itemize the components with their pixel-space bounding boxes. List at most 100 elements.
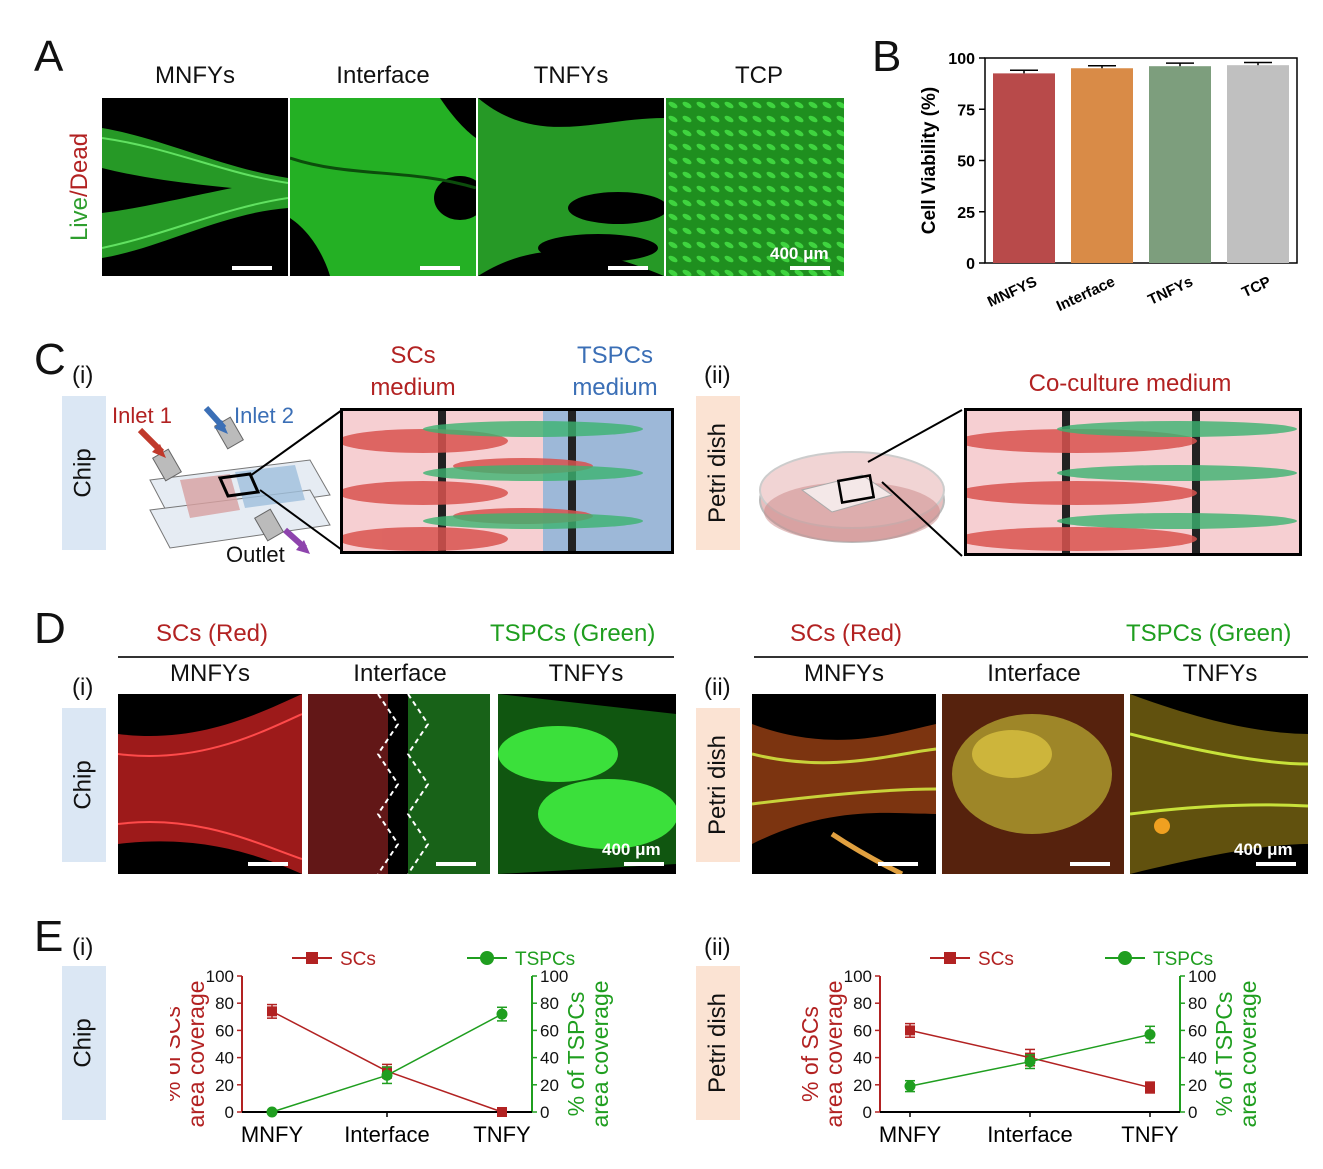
panelE-chip-box: Chip bbox=[62, 966, 106, 1120]
scale-bar bbox=[608, 266, 648, 270]
panelD-ii-rule bbox=[754, 656, 1308, 658]
panelA-ylabel: Live/Dead bbox=[60, 98, 100, 276]
legend-marker bbox=[480, 951, 494, 965]
x-tick-label: Interface bbox=[344, 1122, 430, 1147]
inlet2-label: Inlet 2 bbox=[234, 403, 294, 428]
scale-bar bbox=[1070, 862, 1110, 866]
panelD-ii-tspcs-green: TSPCs (Green) bbox=[1126, 620, 1292, 647]
panelD-i-image-interface bbox=[308, 694, 490, 874]
scale-bar bbox=[232, 266, 272, 270]
data-point bbox=[266, 1106, 278, 1118]
panelE-i-label: (i) bbox=[72, 934, 94, 961]
panelD-chip-box: Chip bbox=[62, 708, 106, 862]
panelD-i-image-mnfys bbox=[118, 694, 302, 874]
panelD-chip-label: Chip bbox=[70, 760, 98, 810]
panelE-ii-label: (ii) bbox=[704, 934, 731, 961]
legend-label: SCs bbox=[978, 949, 1014, 970]
scale-bar bbox=[878, 862, 918, 866]
y-tick-label: 100 bbox=[948, 51, 975, 68]
panelD-i-label: (i) bbox=[72, 674, 94, 701]
left-tick-label: 80 bbox=[853, 994, 872, 1013]
zoom-lines-i bbox=[249, 409, 343, 551]
data-point bbox=[267, 1006, 277, 1017]
left-axis-label-line2: area coverage bbox=[183, 980, 209, 1127]
x-tick-label: MNFY bbox=[879, 1122, 942, 1147]
scs-medium-line2: medium bbox=[370, 374, 456, 401]
petri-dish-illustration bbox=[752, 420, 972, 565]
chart-e-i: 0 0 20 20 40 40 60 60 80 80 100 100 MNFY Interface TNF… bbox=[170, 949, 613, 1147]
left-tick-label: 0 bbox=[863, 1103, 872, 1122]
panelD-i-tspcs-green: TSPCs (Green) bbox=[490, 620, 656, 647]
x-tick-label: Interface bbox=[1054, 273, 1118, 315]
chart-e-ii: 0 0 20 20 40 40 60 60 80 80 100 100 MNFY Interface TNF… bbox=[797, 949, 1261, 1147]
left-tick-label: 20 bbox=[215, 1076, 234, 1095]
panelD-i-image-tnfys: 400 μm bbox=[498, 694, 676, 874]
left-tick-label: 60 bbox=[853, 1021, 872, 1040]
panelE-chip-label: Chip bbox=[70, 1018, 98, 1068]
panelD-i-col-interface: Interface bbox=[353, 660, 447, 687]
panel-letter-a: A bbox=[34, 32, 64, 81]
right-tick-label: 20 bbox=[540, 1076, 559, 1095]
tspcs-medium-line2: medium bbox=[572, 374, 658, 401]
right-tick-label: 0 bbox=[1188, 1103, 1197, 1122]
data-point bbox=[381, 1069, 393, 1081]
legend-marker bbox=[306, 952, 318, 964]
scale-bar bbox=[1256, 862, 1296, 866]
panelD-ii-scs-red: SCs (Red) bbox=[790, 620, 903, 647]
panelD-i-scs-red: SCs (Red) bbox=[156, 620, 269, 647]
x-tick-label: Interface bbox=[987, 1122, 1073, 1147]
coculture-label: Co-culture medium bbox=[1028, 370, 1232, 397]
x-tick-label: MNFYS bbox=[985, 273, 1040, 311]
legend-label: TSPCs bbox=[515, 949, 575, 970]
chart-b: 0 25 50 75 100 Cell Viability (%) MNFYS Interfa… bbox=[919, 51, 1298, 315]
left-tick-label: 40 bbox=[215, 1049, 234, 1068]
scale-bar bbox=[248, 862, 288, 866]
left-tick-label: 40 bbox=[853, 1049, 872, 1068]
panelD-ii-label: (ii) bbox=[704, 674, 731, 701]
right-tick-label: 60 bbox=[1188, 1021, 1207, 1040]
tspcs-medium-label: TSPCs medium bbox=[560, 340, 670, 404]
right-axis-label-line2: area coverage bbox=[1235, 980, 1261, 1127]
panelE-petri-label: Petri dish bbox=[704, 992, 732, 1094]
panelA-col-tcp: TCP bbox=[735, 62, 783, 89]
panelD-i-col-mnfys: MNFYs bbox=[170, 660, 250, 687]
x-tick-label: TNFYs bbox=[1145, 273, 1195, 308]
petri-zoom-illustration bbox=[964, 408, 1302, 556]
scale-bar bbox=[790, 266, 830, 270]
y-tick-label: 25 bbox=[957, 205, 975, 222]
panelC-i-label: (i) bbox=[72, 362, 94, 389]
left-axis-label-line2: area coverage bbox=[821, 980, 847, 1127]
right-tick-label: 100 bbox=[1188, 967, 1216, 986]
right-tick-label: 40 bbox=[540, 1049, 559, 1068]
x-tick-label: TNFY bbox=[1121, 1122, 1179, 1147]
panelA-image-mnfys bbox=[102, 98, 288, 276]
bar bbox=[1149, 66, 1211, 263]
bar bbox=[1071, 68, 1133, 263]
scale-bar bbox=[624, 862, 664, 866]
scale-text: 400 μm bbox=[770, 244, 829, 263]
x-tick-label: TCP bbox=[1239, 273, 1273, 301]
panelA-col-tnfys: TNFYs bbox=[533, 62, 609, 89]
left-axis-label-line1: % of SCs bbox=[170, 1006, 185, 1102]
right-axis-label-line1: % of TSPCs bbox=[563, 992, 589, 1117]
series-line bbox=[271, 1010, 503, 1113]
scs-medium-label: SCs medium bbox=[368, 340, 458, 404]
y-tick-label: 75 bbox=[957, 102, 975, 119]
right-axis-label-line2: area coverage bbox=[587, 980, 613, 1127]
panelA-col-interface: Interface bbox=[336, 62, 430, 89]
chip-zoom-illustration bbox=[340, 408, 674, 554]
slash-label: / bbox=[66, 190, 94, 198]
panelA-image-tcp: 400 μm bbox=[666, 98, 844, 276]
panelC-ii-label: (ii) bbox=[704, 362, 731, 389]
panelA-image-interface bbox=[290, 98, 476, 276]
tspcs-medium-line1: TSPCs bbox=[576, 342, 653, 369]
left-axis-label-line1: % of SCs bbox=[797, 1006, 823, 1102]
panelD-ii-col-interface: Interface bbox=[987, 660, 1081, 687]
panel-letter-b: B bbox=[872, 32, 902, 81]
outlet-label: Outlet bbox=[226, 542, 285, 567]
left-tick-label: 100 bbox=[206, 967, 234, 986]
panelD-ii-image-tnfys: 400 μm bbox=[1130, 694, 1308, 874]
panelC-chip-label: Chip bbox=[70, 448, 98, 498]
panel-letter-d: D bbox=[34, 604, 66, 653]
y-tick-label: 0 bbox=[966, 256, 975, 273]
